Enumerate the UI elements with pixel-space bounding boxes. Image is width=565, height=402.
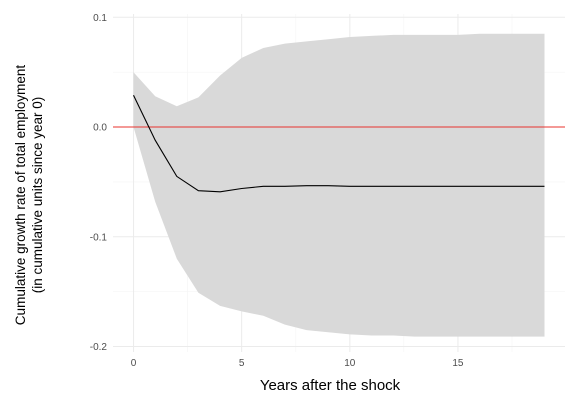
y-axis-title-line-2: (in cumulative units since year 0) (30, 97, 45, 294)
band-layer (133, 33, 545, 337)
tick-label-layer: 0 5 10 15 -0.2 -0.1 0.0 0.1 (90, 13, 464, 369)
y-tick-label: -0.2 (90, 342, 108, 353)
y-tick-label: -0.1 (90, 232, 108, 243)
x-tick-label: 10 (344, 358, 356, 369)
x-tick-label: 0 (131, 358, 137, 369)
line-layer (133, 94, 545, 193)
x-tick-label: 5 (239, 358, 245, 369)
x-axis-title: Years after the shock (260, 377, 401, 394)
confidence-band (133, 33, 545, 337)
y-axis-title-line-1: Cumulative growth rate of total employme… (13, 65, 28, 326)
y-tick-label: 0.1 (93, 13, 107, 24)
estimate-line (133, 94, 545, 193)
x-tick-label: 15 (452, 358, 464, 369)
y-tick-label: 0.0 (93, 123, 107, 134)
